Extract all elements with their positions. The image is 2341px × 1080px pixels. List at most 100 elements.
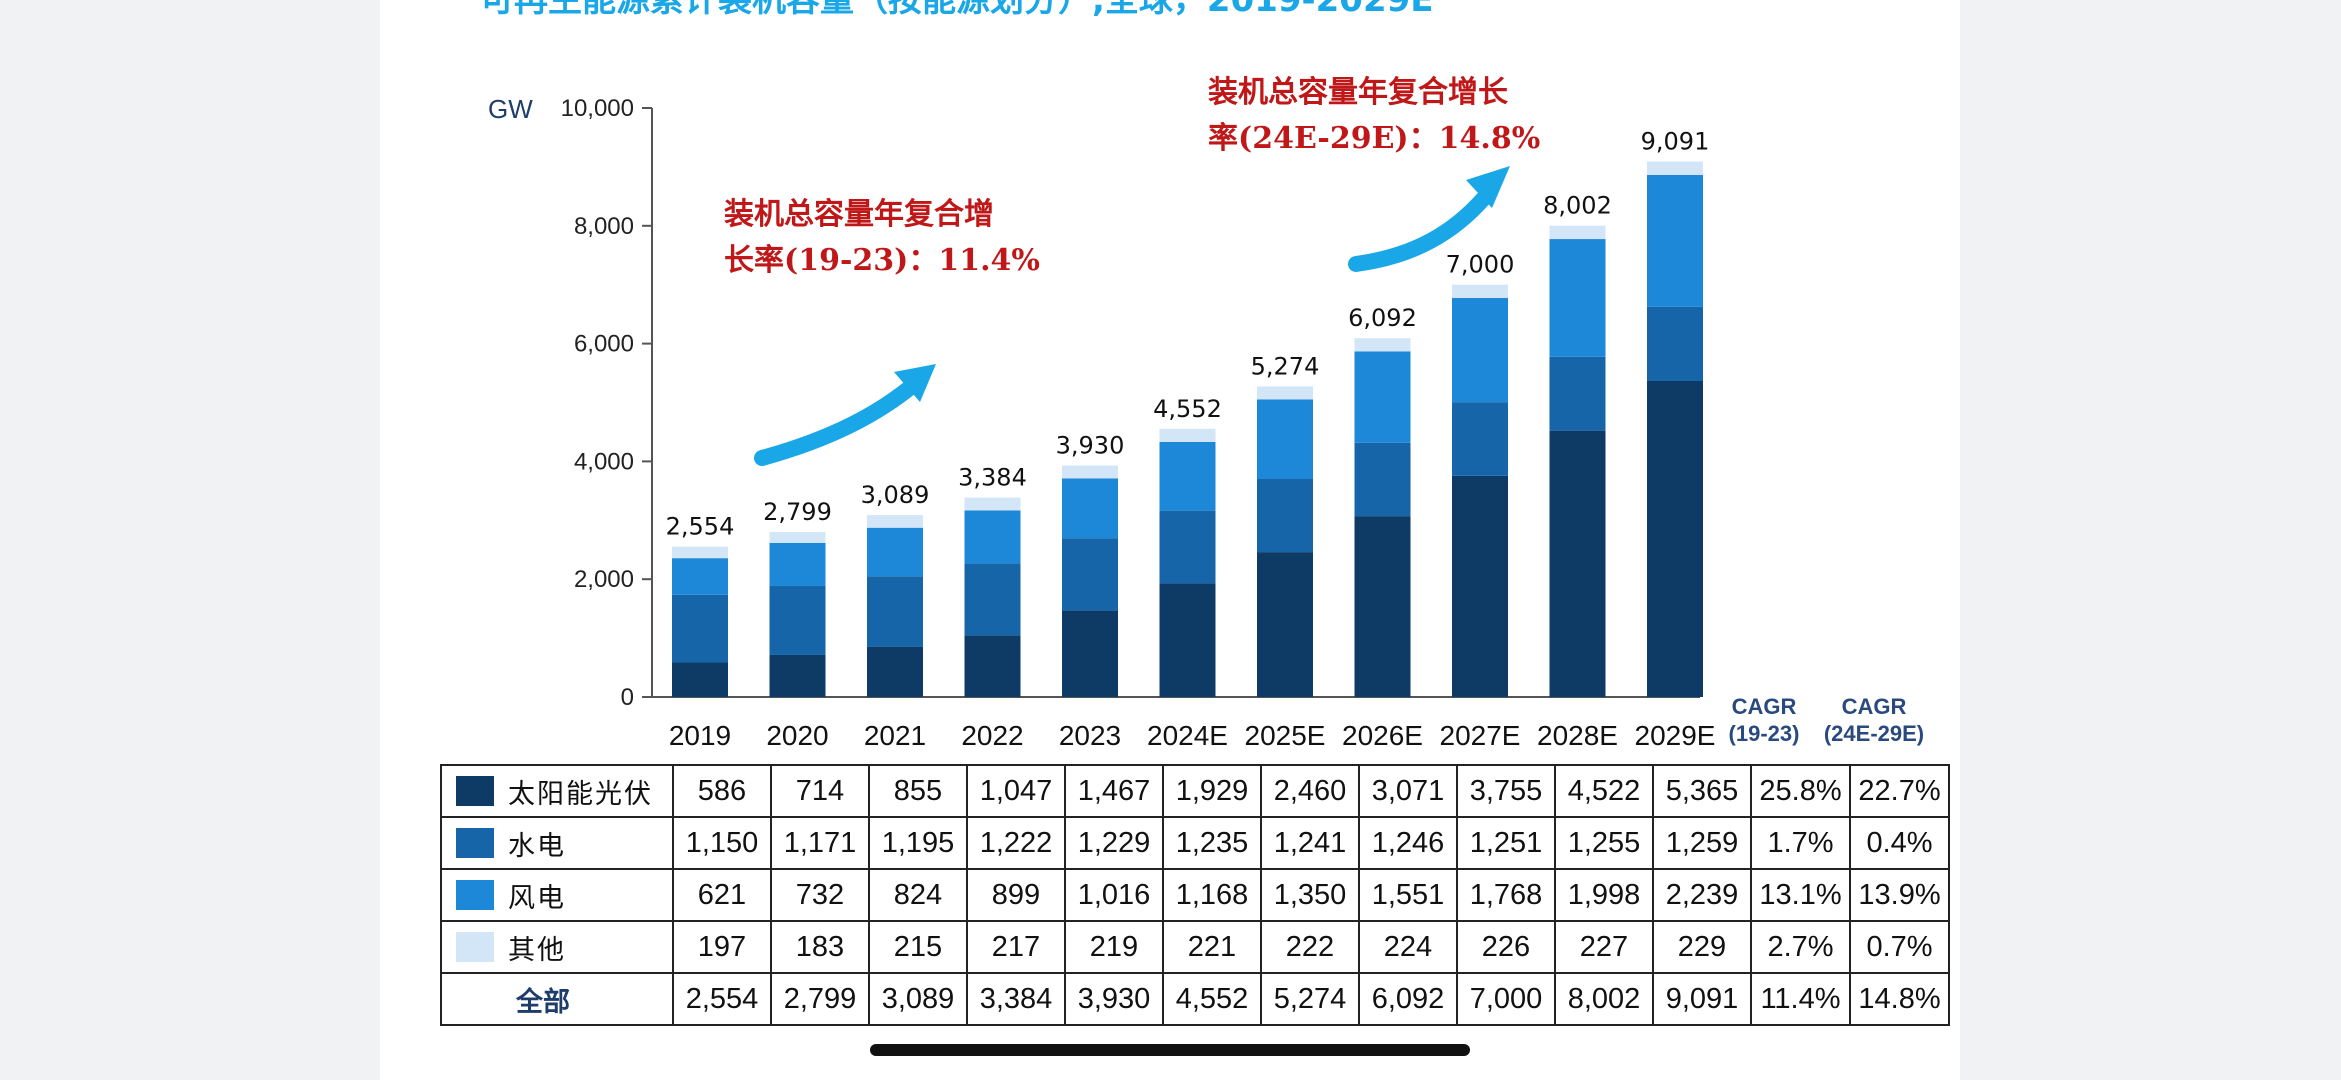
bar-segment [964,510,1021,564]
bar-segment [769,585,826,655]
y-tick-label: 6,000 [574,331,634,358]
x-tick-label: 2022 [961,720,1023,751]
table-cell-value: 197 [672,920,772,974]
bar-segment [769,542,826,586]
bar-segment [1647,161,1703,175]
table-cell-value: 1,255 [1554,816,1654,870]
growth-arrow-head [894,364,936,402]
series-label-cell: 全部 [440,972,674,1026]
bar-segment [1647,306,1703,382]
table-cell-value: 6,092 [1358,972,1458,1026]
bar-segment [867,527,923,577]
x-tick-label: 2019 [669,720,731,751]
table-cell-value: 3,930 [1064,972,1164,1026]
cagr-header-line2: (24E-29E) [1824,721,1924,746]
bar-segment [672,558,728,595]
cagr-header-line1: CAGR [1732,694,1797,719]
table-cell-value: 1,467 [1064,764,1164,818]
bar-segment [1452,475,1508,697]
cagr-header-line1: CAGR [1842,694,1907,719]
bar-segment [769,532,826,543]
bar-segment [672,662,728,697]
legend-swatch [456,880,494,910]
table-cell-value: 3,071 [1358,764,1458,818]
cagr-annotation-line2: 长率(19-23)：11.4% [724,243,1040,278]
bar-total-label: 7,000 [1446,251,1515,279]
table-cell-value: 586 [672,764,772,818]
legend-swatch [456,932,494,962]
table-cell-value: 222 [1260,920,1360,974]
table-cell-value: 3,089 [868,972,968,1026]
bar-segment [867,646,923,697]
table-cell-cagr: 25.8% [1750,764,1851,818]
growth-arrow-head [1466,166,1510,208]
table-cell-value: 1,168 [1162,868,1262,922]
cagr-annotation-line1: 装机总容量年复合增长 [1208,75,1508,110]
table-cell-cagr: 2.7% [1750,920,1851,974]
series-label-cell: 太阳能光伏 [440,764,674,818]
bar-total-label: 5,274 [1251,352,1320,380]
x-tick-label: 2021 [864,720,926,751]
bar-segment [964,635,1021,697]
table-cell-value: 183 [770,920,870,974]
table-cell-cagr: 0.7% [1849,920,1950,974]
table-cell-value: 217 [966,920,1066,974]
bar-segment [1549,430,1606,697]
data-table: 太阳能光伏 586 714 855 1,047 1,467 1,929 2,460 3,071 3… [440,764,1950,1026]
table-cell-value: 1,241 [1260,816,1360,870]
bar-segment [964,497,1021,511]
series-name: 风电 [508,882,566,914]
bar-total-label: 3,089 [861,481,930,509]
table-cell-value: 1,195 [868,816,968,870]
scroll-indicator[interactable] [870,1044,1470,1056]
table-cell-value: 824 [868,868,968,922]
series-label-cell: 其他 [440,920,674,974]
table-cell-value: 229 [1652,920,1752,974]
y-tick-label: 2,000 [574,566,634,593]
bar-segment [1647,174,1703,307]
table-row: 风电 621 732 824 899 1,016 1,168 1,350 1,551 1,768 1… [440,868,1950,922]
table-cell-value: 1,235 [1162,816,1262,870]
bar-total-label: 2,799 [763,498,832,526]
bar-segment [1062,478,1118,539]
bar-segment [867,515,923,528]
x-tick-label: 2028E [1537,720,1618,751]
report-page: 可再生能源累计装机容量（按能源划分）,全球，2019-2029E 10,000 8… [380,0,1960,1080]
x-tick-label: 2025E [1245,720,1326,751]
table-cell-value: 714 [770,764,870,818]
bar-segment [867,576,923,647]
table-cell-cagr: 14.8% [1849,972,1950,1026]
bar-segment [1062,465,1118,479]
bar-total-label: 3,384 [958,464,1027,492]
table-cell-value: 1,551 [1358,868,1458,922]
x-tick-label: 2020 [766,720,828,751]
table-cell-value: 621 [672,868,772,922]
legend-swatch [456,776,494,806]
table-cell-value: 5,274 [1260,972,1360,1026]
table-cell-value: 2,554 [672,972,772,1026]
table-cell-value: 1,998 [1554,868,1654,922]
bar-segment [1159,441,1216,511]
bar-segment [1257,552,1313,697]
table-cell-value: 5,365 [1652,764,1752,818]
bar-segment [1647,381,1703,697]
bar-segment [1549,225,1606,240]
cagr-header-line2: (19-23) [1729,721,1800,746]
x-tick-label: 2026E [1342,720,1423,751]
series-name: 太阳能光伏 [508,778,653,810]
bar-segment [769,654,826,697]
table-cell-value: 8,002 [1554,972,1654,1026]
table-cell-value: 1,222 [966,816,1066,870]
bar-total-label: 6,092 [1348,304,1417,332]
total-row-label: 全部 [516,986,570,1018]
table-cell-value: 1,229 [1064,816,1164,870]
bar-total-label: 8,002 [1543,192,1612,220]
table-cell-value: 1,929 [1162,764,1262,818]
bar-segment [1159,583,1216,697]
y-tick-label: 10,000 [561,95,634,122]
series-name: 水电 [508,830,566,862]
table-cell-value: 3,755 [1456,764,1556,818]
y-tick-label: 8,000 [574,213,634,240]
table-cell-value: 219 [1064,920,1164,974]
x-tick-label: 2027E [1440,720,1521,751]
